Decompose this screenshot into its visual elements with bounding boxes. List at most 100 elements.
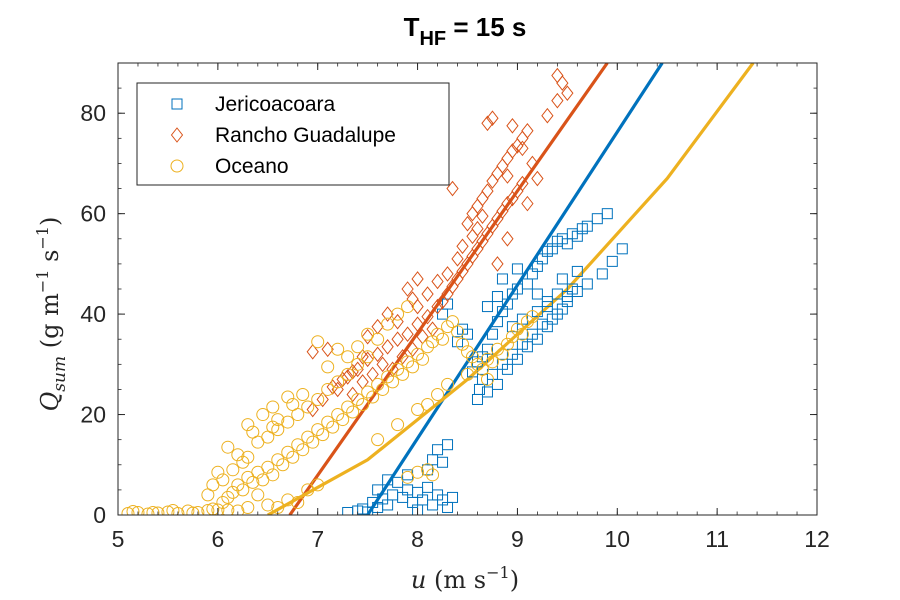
- data-point: [505, 330, 519, 344]
- data-point: [416, 352, 430, 366]
- data-point: [211, 503, 225, 515]
- data-point: [551, 92, 564, 109]
- data-point: [556, 273, 568, 285]
- data-point: [451, 251, 464, 267]
- data-point: [406, 360, 420, 374]
- data-point: [301, 430, 315, 444]
- data-point: [531, 333, 543, 345]
- data-point: [376, 356, 389, 373]
- data-point: [480, 372, 494, 386]
- x-tick-label: 8: [411, 526, 424, 552]
- data-point: [566, 283, 578, 295]
- data-point: [525, 310, 539, 324]
- data-point: [341, 400, 355, 414]
- data-point: [326, 379, 339, 395]
- data-point: [465, 350, 479, 364]
- data-point: [431, 298, 444, 315]
- data-point: [216, 473, 230, 487]
- data-point: [311, 392, 325, 406]
- data-point: [371, 346, 384, 363]
- data-point: [516, 175, 529, 192]
- data-point: [281, 390, 295, 404]
- data-point: [231, 448, 245, 462]
- data-point: [606, 255, 618, 267]
- data-point: [291, 438, 305, 452]
- data-point: [406, 291, 419, 307]
- data-point: [316, 428, 330, 442]
- data-point: [321, 341, 334, 358]
- data-point: [446, 180, 459, 197]
- data-point: [510, 322, 524, 336]
- data-point: [331, 342, 345, 356]
- data-point: [406, 341, 419, 358]
- data-point: [401, 300, 415, 314]
- data-point: [476, 208, 489, 224]
- data-point: [231, 478, 245, 492]
- data-point: [511, 263, 523, 275]
- data-point: [331, 408, 345, 422]
- series-oceano: [121, 300, 539, 515]
- data-point: [471, 220, 484, 237]
- data-point: [311, 335, 325, 349]
- data-point: [521, 341, 533, 353]
- data-point: [131, 505, 145, 515]
- data-point: [341, 350, 355, 364]
- data-point: [531, 288, 543, 300]
- data-point: [301, 400, 315, 414]
- data-point: [521, 122, 534, 139]
- data-point: [441, 266, 454, 282]
- data-point: [426, 335, 440, 349]
- data-point: [401, 326, 414, 343]
- data-point: [531, 306, 543, 318]
- data-point: [201, 488, 215, 502]
- data-point: [271, 413, 285, 427]
- data-point: [422, 481, 434, 493]
- data-point: [437, 456, 449, 468]
- y-tick-label: 80: [80, 100, 106, 126]
- data-point: [191, 505, 205, 515]
- data-point: [441, 377, 455, 391]
- data-point: [311, 423, 325, 437]
- data-point: [356, 348, 369, 365]
- data-point: [201, 503, 215, 515]
- data-point: [481, 115, 494, 132]
- data-point: [211, 465, 225, 479]
- data-point: [526, 155, 539, 172]
- x-tick-label: 7: [311, 526, 324, 552]
- data-points: [121, 67, 628, 515]
- data-point: [396, 367, 410, 381]
- data-point: [291, 495, 305, 509]
- data-point: [241, 500, 255, 514]
- data-point: [361, 351, 374, 368]
- y-axis-label: Qsum (g m−1 s−1): [33, 217, 70, 412]
- legend-label: Jericoacoara: [215, 93, 336, 116]
- data-point: [485, 355, 499, 369]
- data-point: [351, 392, 365, 406]
- data-point: [231, 504, 245, 515]
- data-point: [581, 220, 593, 232]
- data-point: [381, 338, 394, 355]
- data-point: [276, 458, 290, 472]
- legend-label: Oceano: [215, 155, 289, 178]
- x-tick-label: 10: [604, 526, 630, 552]
- data-point: [316, 391, 329, 408]
- data-point: [520, 315, 534, 329]
- data-point: [447, 491, 459, 503]
- legend-label: Rancho Guadalupe: [215, 124, 396, 147]
- data-point: [141, 507, 155, 515]
- x-tick-label: 11: [705, 526, 729, 552]
- data-point: [371, 332, 385, 346]
- data-point: [496, 273, 508, 285]
- data-point: [421, 463, 435, 477]
- axes-frame: [117, 62, 818, 516]
- data-point: [381, 370, 395, 384]
- data-point: [146, 505, 160, 515]
- data-point: [391, 362, 405, 376]
- data-point: [266, 468, 280, 482]
- data-point: [431, 387, 445, 401]
- data-point: [442, 439, 454, 451]
- data-point: [286, 450, 300, 464]
- data-point: [511, 353, 523, 365]
- data-point: [226, 463, 240, 477]
- data-point: [321, 382, 335, 396]
